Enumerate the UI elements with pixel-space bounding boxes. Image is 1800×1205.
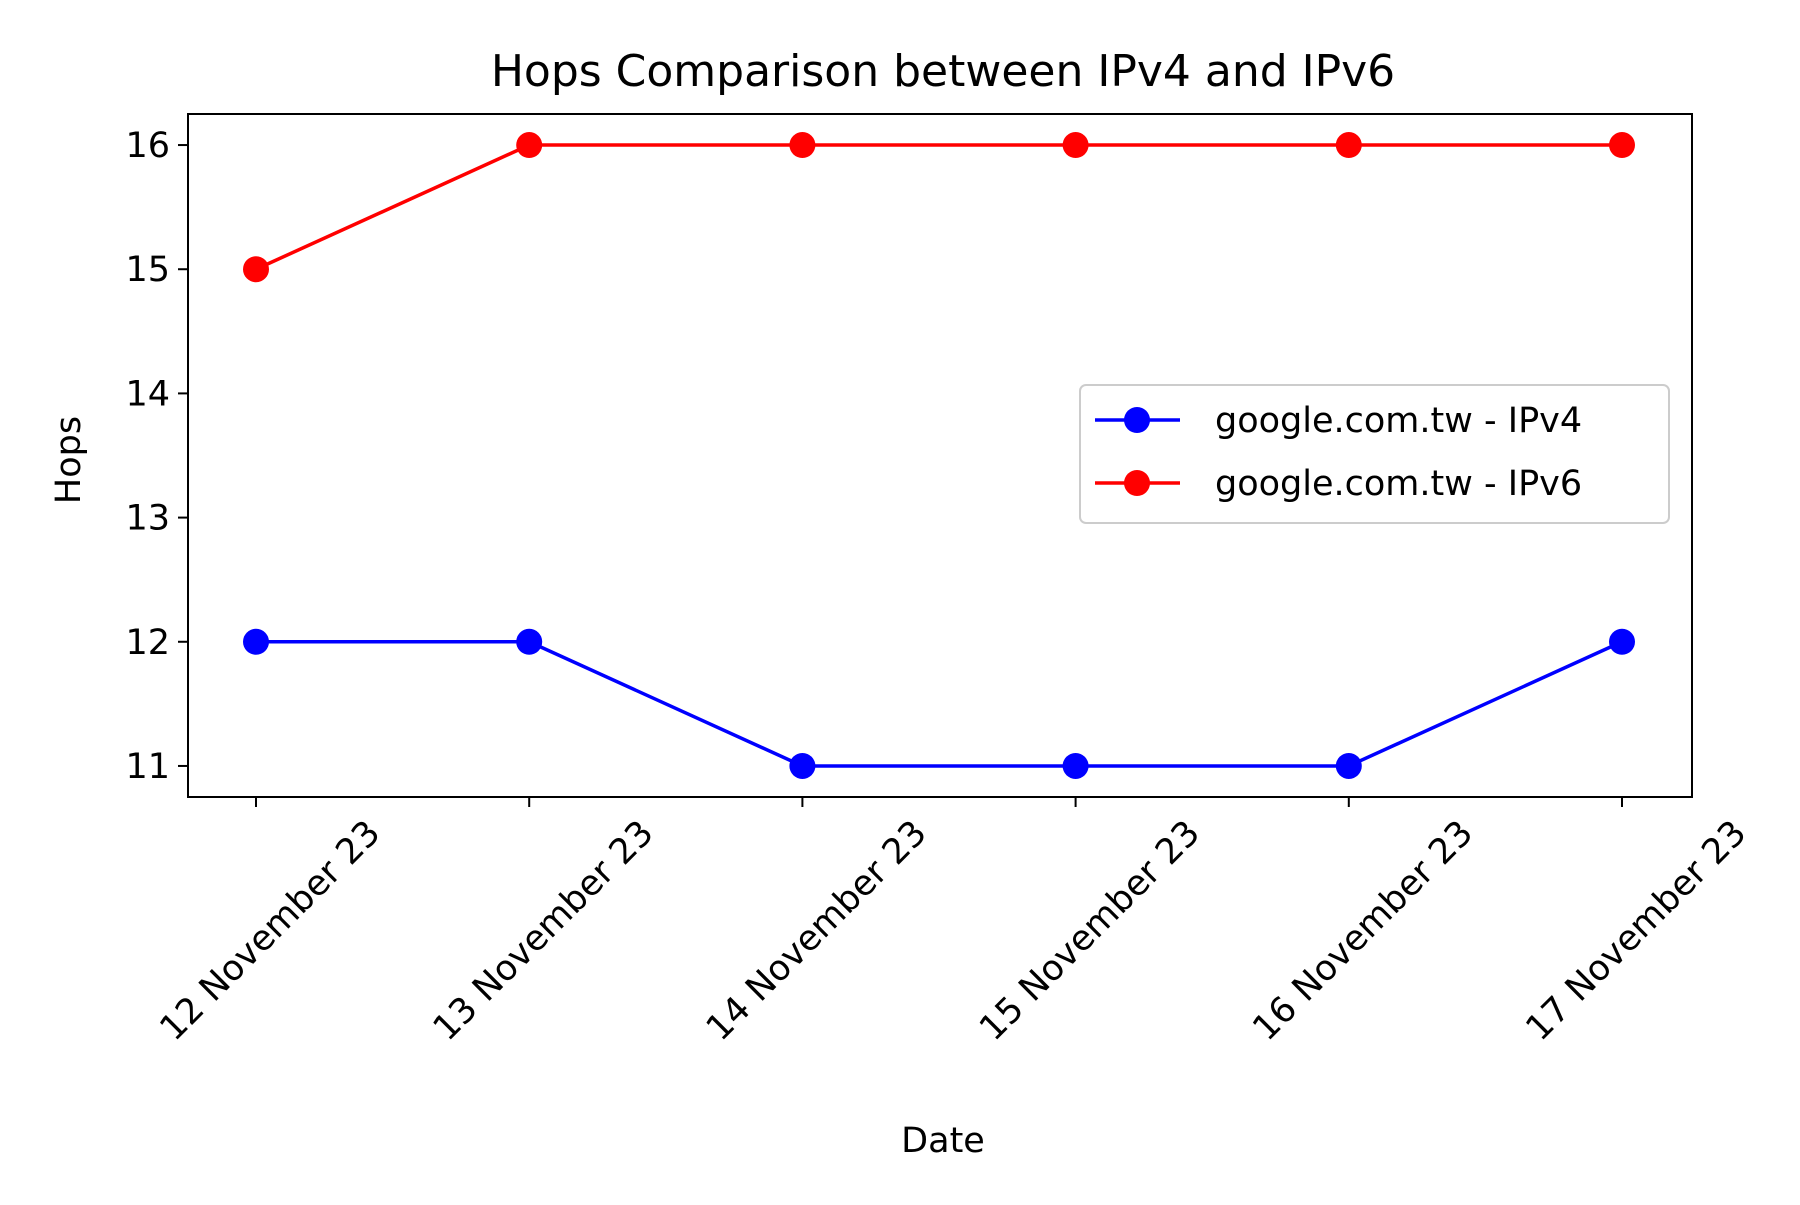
data-point	[789, 132, 816, 159]
data-point	[1335, 132, 1362, 159]
x-axis-label: Date	[901, 1121, 985, 1161]
y-tick-label: 16	[125, 126, 170, 166]
data-point	[789, 752, 816, 779]
y-tick-label: 13	[125, 499, 170, 539]
legend-marker	[1124, 407, 1150, 433]
y-tick-label: 12	[125, 623, 170, 663]
legend-label: google.com.tw - IPv6	[1215, 464, 1582, 504]
data-point	[243, 256, 269, 283]
legend-marker	[1124, 470, 1150, 496]
legend: google.com.tw - IPv4 google.com.tw - IPv6	[1079, 384, 1670, 524]
plot-frame	[187, 113, 1693, 798]
y-axis-label: Hops	[49, 416, 89, 504]
y-axis: 11 12 13 14 15 16	[125, 126, 188, 787]
data-point	[243, 628, 269, 655]
data-point	[1609, 628, 1635, 655]
data-point	[1609, 132, 1635, 159]
legend-box	[1079, 384, 1670, 524]
data-point	[516, 132, 543, 159]
data-point	[516, 628, 543, 655]
series-line-ipv4	[256, 640, 1623, 768]
plot-area	[243, 132, 1635, 779]
data-point	[1062, 132, 1089, 159]
y-tick-label: 11	[125, 747, 170, 787]
data-point	[1335, 752, 1362, 779]
series-line-ipv6	[255, 143, 1622, 271]
data-point	[1062, 752, 1089, 779]
legend-label: google.com.tw - IPv4	[1215, 401, 1582, 441]
y-tick-label: 15	[125, 250, 170, 290]
y-tick-label: 14	[125, 374, 170, 414]
chart-title: Hops Comparison between IPv4 and IPv6	[491, 46, 1395, 97]
